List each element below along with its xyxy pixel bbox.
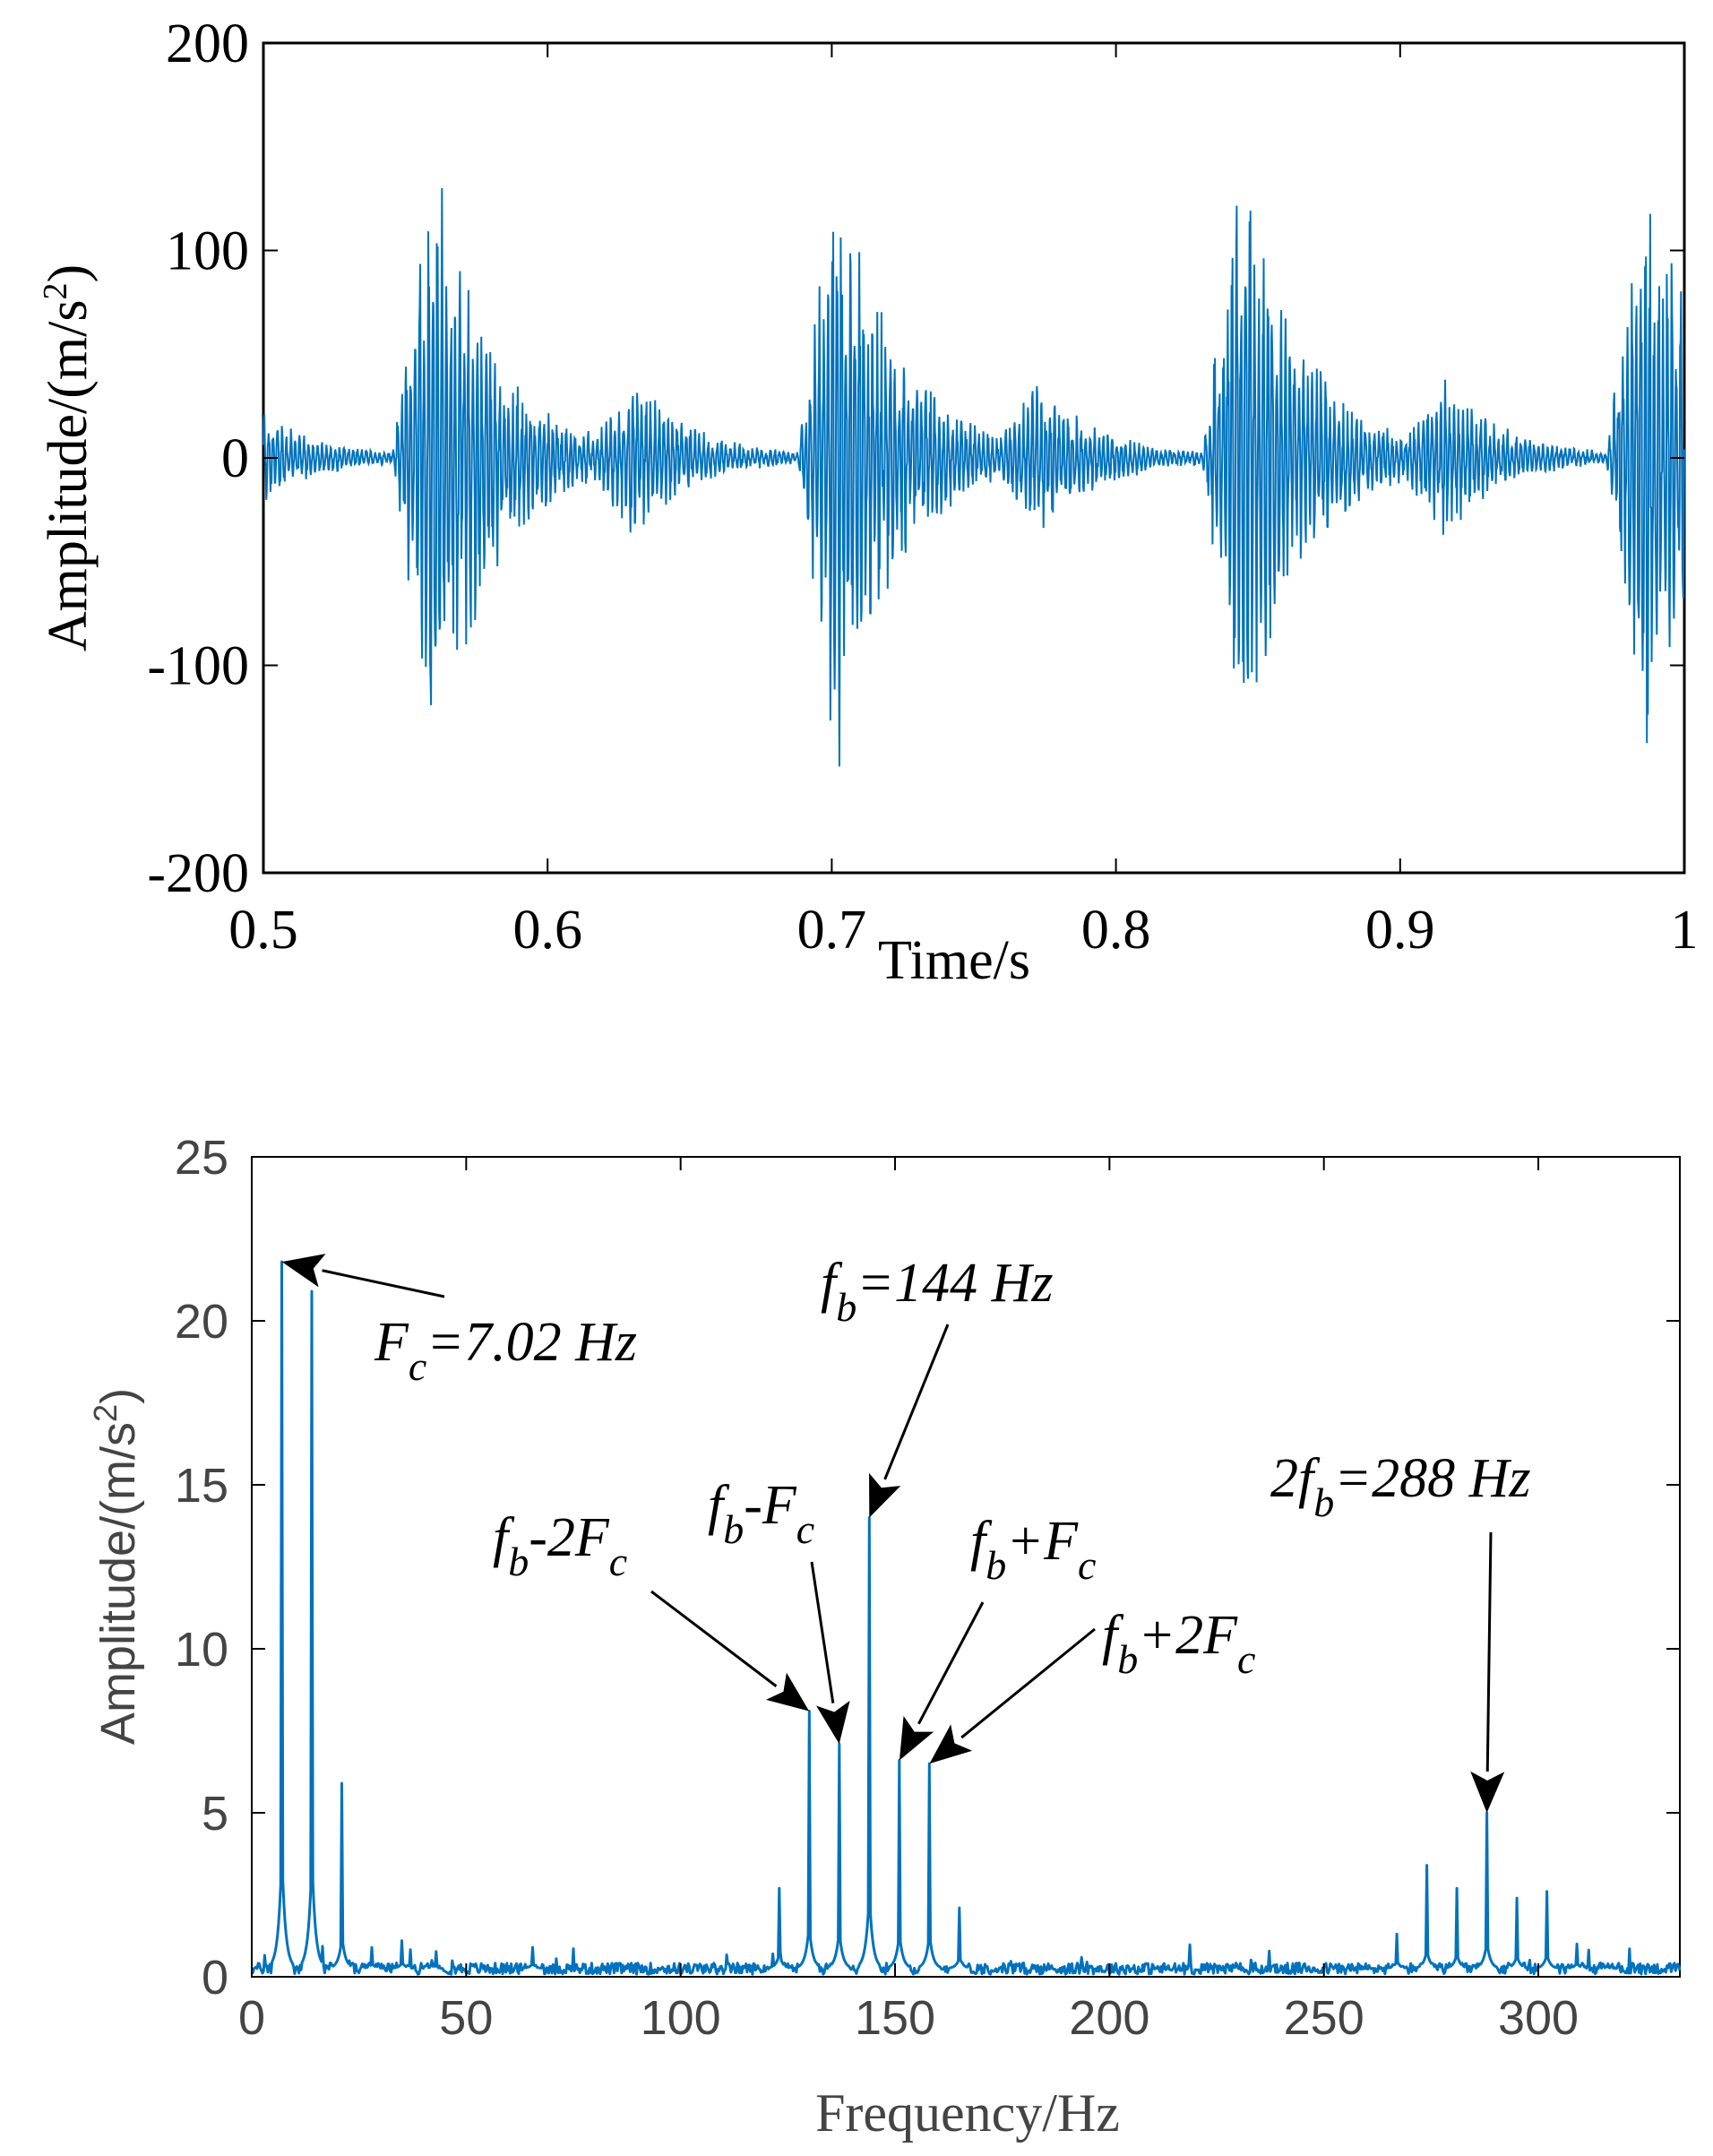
annotation-part: c: [609, 1539, 627, 1584]
annotation-label-fc: Fc=7.02 Hz: [374, 1312, 637, 1389]
annotation-label-fb-fc: fb-Fc: [708, 1475, 814, 1552]
time-x-label: Time/s: [878, 930, 1030, 991]
time-x-tick-label: 0.6: [512, 900, 582, 961]
spectrum-y-label-end: ): [91, 1388, 145, 1404]
annotation-part: c: [1078, 1542, 1096, 1588]
annotation-arrowhead-fb+fc: [899, 1715, 934, 1761]
time-x-axis: 0.5 0.6 0.7 0.8 0.9 1: [228, 43, 1699, 961]
annotation-part: c: [796, 1506, 814, 1552]
time-y-tick-label: -200: [147, 843, 249, 904]
annotation-arrow-fb-fc: [810, 1561, 835, 1703]
spectrum-x-tick-label: 300: [1498, 1991, 1579, 2045]
annotation-arrowhead-fc: [281, 1254, 326, 1288]
annotation-part: c: [409, 1343, 426, 1389]
spectrum-y-tick-label: 5: [202, 1787, 228, 1841]
spectrum-x-tick-label: 50: [439, 1991, 493, 2045]
annotation-part: b: [508, 1539, 529, 1584]
spectrum-y-tick-label: 10: [175, 1623, 228, 1677]
spectrum-x-tick-label: 0: [238, 1991, 265, 2045]
annotation-part: -F: [744, 1475, 797, 1536]
spectrum-plot-area: [251, 1156, 1681, 1978]
spectrum-x-label: Frequency/Hz: [815, 2083, 1120, 2143]
annotation-part: =7.02 Hz: [426, 1312, 637, 1373]
time-y-label-end: ): [38, 264, 99, 283]
time-y-tick-label: -100: [147, 636, 249, 697]
annotation-part: +2F: [1138, 1605, 1238, 1666]
time-y-label: Amplitude/(m/s2): [37, 264, 99, 651]
time-y-label-sup: 2: [37, 283, 74, 300]
annotation-label-2fb: 2fb=288 Hz: [1270, 1448, 1530, 1525]
spectrum-x-tick-label: 150: [855, 1991, 935, 2045]
time-x-tick-label: 1: [1671, 900, 1699, 961]
annotation-arrow-fb: [883, 1324, 950, 1480]
spectrum-x-tick-label: 200: [1069, 1991, 1149, 2045]
annotation-arrow-fc: [322, 1269, 445, 1298]
annotation-part: b: [986, 1542, 1006, 1588]
annotation-arrow-fb-2fc: [650, 1590, 778, 1687]
time-signal-line: [263, 187, 1685, 767]
spectrum-y-tick-label: 15: [175, 1459, 228, 1513]
spectrum-y-label-base: Amplitude/(m/s: [91, 1422, 145, 1745]
annotation-part: b: [1313, 1479, 1334, 1525]
annotation-label-fb: fb=144 Hz: [821, 1253, 1053, 1330]
spectrum-y-axis: 0 5 10 15 20 25: [175, 1131, 1680, 2005]
annotation-arrowhead-fb: [869, 1472, 901, 1518]
annotation-label-fb+2fc: fb+2Fc: [1102, 1605, 1255, 1682]
annotation-arrow-fb+fc: [917, 1601, 985, 1725]
annotation-arrowhead-fb-fc: [816, 1700, 850, 1745]
annotation-part: b: [836, 1284, 856, 1330]
annotation-part: +F: [1006, 1511, 1079, 1572]
spectrum-y-tick-label: 20: [175, 1295, 228, 1349]
annotation-arrowhead-2fb: [1470, 1771, 1505, 1813]
spectrum-y-tick-label: 25: [175, 1131, 228, 1185]
time-x-tick-label: 0.9: [1365, 900, 1435, 961]
annotation-part: =144 Hz: [856, 1253, 1053, 1314]
time-y-tick-label: 100: [166, 221, 249, 282]
spectrum-x-tick-label: 250: [1284, 1991, 1364, 2045]
annotation-part: c: [1237, 1636, 1255, 1682]
spectrum-x-axis: 0 50 100 150 200 250 300: [238, 1157, 1579, 2045]
time-y-label-base: Amplitude/(m/s: [38, 300, 99, 652]
time-x-tick-label: 0.7: [797, 900, 867, 961]
time-y-tick-label: 0: [221, 428, 249, 489]
annotation-part: b: [723, 1506, 744, 1552]
spectrum-y-label-sup: 2: [87, 1404, 124, 1422]
time-x-tick-label: 0.8: [1081, 900, 1151, 961]
spectrum-y-tick-label: 0: [202, 1951, 228, 2005]
annotation-arrowhead-fb+2fc: [929, 1724, 973, 1764]
annotation-part: 2f: [1270, 1448, 1321, 1509]
annotation-part: -2F: [529, 1507, 610, 1568]
annotation-arrowhead-fb-2fc: [765, 1672, 810, 1712]
time-signal-path: [263, 187, 1685, 767]
spectrum-y-label: Amplitude/(m/s2): [87, 1388, 145, 1745]
spectrum-line: [250, 1260, 1682, 1976]
annotation-part: =288 Hz: [1334, 1448, 1530, 1509]
spectrum-x-tick-label: 100: [641, 1991, 721, 2045]
annotation-part: b: [1117, 1636, 1138, 1682]
annotation-arrow-fb+2fc: [960, 1627, 1096, 1739]
time-x-tick-label: 0.5: [228, 900, 298, 961]
annotation-arrow-2fb: [1485, 1531, 1493, 1772]
time-y-tick-label: 200: [166, 13, 249, 74]
time-y-axis: -200 -100 0 100 200: [147, 13, 1684, 904]
annotation-part: F: [374, 1312, 409, 1373]
